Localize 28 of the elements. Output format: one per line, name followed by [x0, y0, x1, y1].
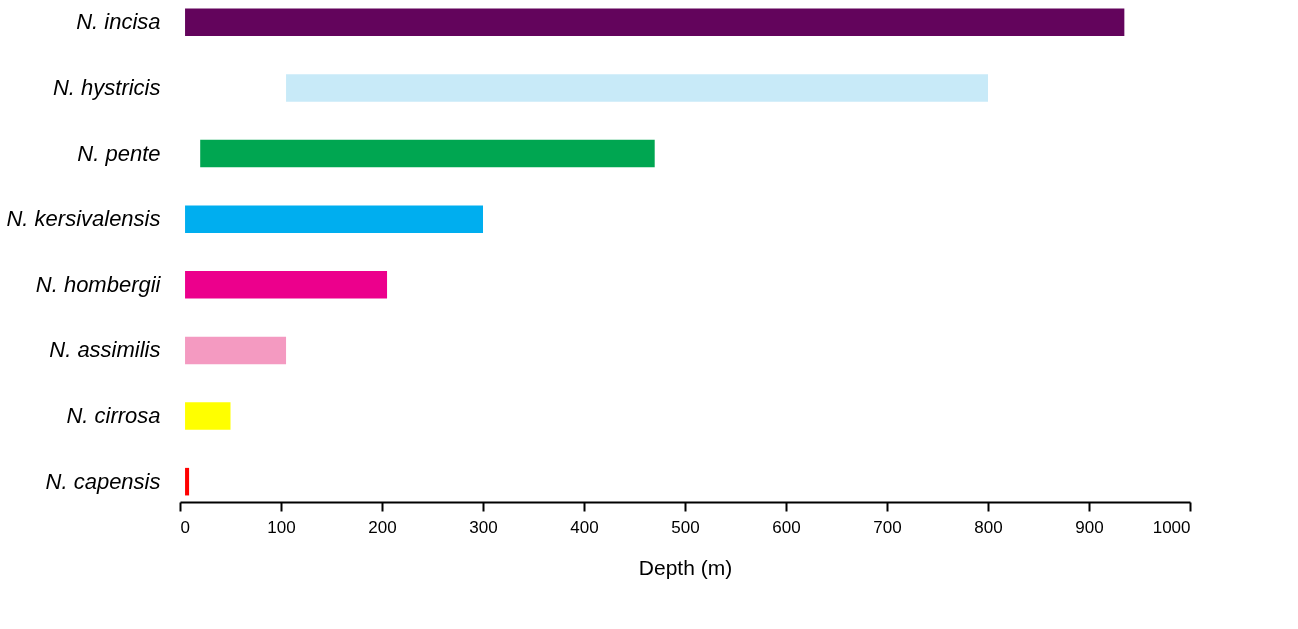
x-tick-label: 900 — [1075, 517, 1104, 537]
x-tick-label: 800 — [974, 517, 1003, 537]
y-tick-label: N. capensis — [45, 468, 161, 494]
x-tick-label: 700 — [873, 517, 902, 537]
y-tick-label: N. kersivalensis — [6, 206, 161, 232]
bar — [185, 271, 388, 299]
x-tick-label: 500 — [671, 517, 700, 537]
x-tick-label: 600 — [772, 517, 801, 537]
x-tick-label: 100 — [267, 517, 296, 537]
bar — [185, 467, 190, 496]
y-tick-label: N. pente — [77, 140, 161, 166]
y-tick-label: N. cirrosa — [66, 403, 161, 429]
y-tick-label: N. hombergii — [35, 271, 162, 297]
x-tick-label: 200 — [368, 517, 397, 537]
bar — [200, 139, 655, 168]
y-tick-label: N. hystricis — [52, 74, 161, 100]
bar — [286, 74, 988, 102]
x-tick-label: 1000 — [1152, 517, 1191, 537]
bar — [185, 336, 287, 365]
bar — [185, 8, 1125, 37]
x-tick-label: 0 — [180, 517, 190, 537]
bar — [185, 205, 483, 233]
y-tick-label: N. incisa — [76, 9, 161, 35]
x-axis-title: Depth (m) — [638, 555, 733, 579]
y-tick-label: N. assimilis — [49, 337, 161, 363]
bar — [185, 402, 231, 430]
x-tick-label: 300 — [469, 517, 498, 537]
x-tick-label: 400 — [570, 517, 599, 537]
